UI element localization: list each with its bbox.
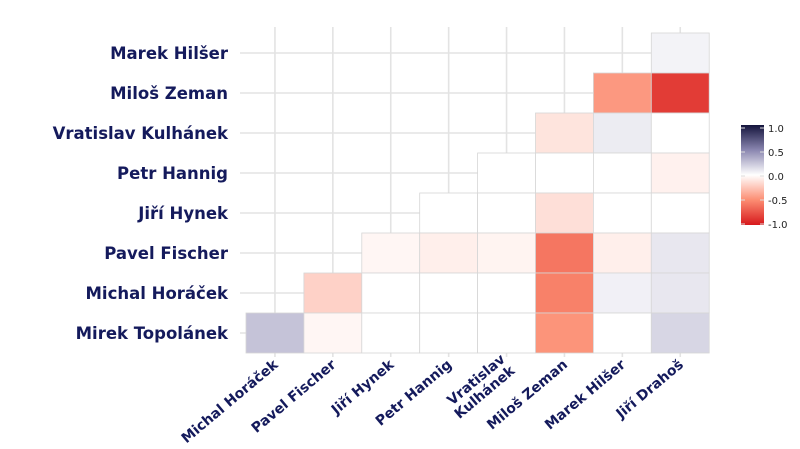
color-legend: 1.0 0.5 0.0 -0.5 -1.0 xyxy=(741,124,788,231)
y-tick-label: Marek Hilšer xyxy=(110,44,229,63)
legend-tick-label: 0.5 xyxy=(768,148,784,159)
legend-tick-label: -0.5 xyxy=(768,196,788,207)
legend-tick-label: 1.0 xyxy=(768,124,784,135)
heatmap-cell xyxy=(361,312,421,354)
heatmap-cell xyxy=(535,312,594,354)
y-tick-label: Vratislav Kulhánek xyxy=(53,124,229,143)
heatmap-cell xyxy=(419,312,479,354)
y-tick-label: Petr Hannig xyxy=(117,164,228,183)
heatmap-cell xyxy=(650,192,710,234)
heatmap-cell xyxy=(419,232,479,274)
heatmap-cell xyxy=(650,32,710,74)
heatmap-cell xyxy=(593,272,652,314)
heatmap-cell xyxy=(535,232,594,274)
heatmap-cell xyxy=(535,152,594,194)
heatmap-cell xyxy=(535,112,594,154)
heatmap-cell xyxy=(650,112,710,154)
heatmap-cell xyxy=(650,72,710,114)
x-tick-label: Michal Horáček xyxy=(179,356,282,446)
y-tick-label: Miloš Zeman xyxy=(110,84,228,103)
y-tick-label: Pavel Fischer xyxy=(104,244,229,263)
heatmap-cell xyxy=(303,272,363,314)
heatmap-cell xyxy=(477,232,536,274)
heatmap-cell xyxy=(593,192,652,234)
heatmap-cell xyxy=(419,192,479,234)
heatmap-cell xyxy=(650,312,710,354)
heatmap-cell xyxy=(593,72,652,114)
heatmap-cell xyxy=(535,272,594,314)
heatmap-cell xyxy=(245,312,305,354)
legend-tick-label: 0.0 xyxy=(768,172,784,183)
heatmap-cell xyxy=(650,232,710,274)
heatmap-cell xyxy=(361,272,421,314)
legend-tick-label: -1.0 xyxy=(768,220,788,231)
y-axis-labels: Marek Hilšer Miloš Zeman Vratislav Kulháne… xyxy=(53,44,229,343)
y-tick-label: Mirek Topolánek xyxy=(76,324,229,343)
heatmap-cell xyxy=(593,312,652,354)
heatmap-cell xyxy=(593,112,652,154)
heatmap-cells xyxy=(245,32,710,354)
heatmap-cell xyxy=(303,312,363,354)
heatmap-cell xyxy=(593,232,652,274)
legend-colorbar xyxy=(741,125,764,225)
y-tick-label: Jiří Hynek xyxy=(137,204,229,223)
heatmap-cell xyxy=(593,152,652,194)
heatmap-cell xyxy=(361,232,421,274)
heatmap-cell xyxy=(477,272,536,314)
heatmap-cell xyxy=(477,152,536,194)
heatmap-cell xyxy=(477,312,536,354)
heatmap-cell xyxy=(535,192,594,234)
heatmap-cell xyxy=(419,272,479,314)
heatmap-cell xyxy=(650,272,710,314)
heatmap-cell xyxy=(477,192,536,234)
heatmap-cell xyxy=(650,152,710,194)
y-tick-label: Michal Horáček xyxy=(86,284,230,303)
